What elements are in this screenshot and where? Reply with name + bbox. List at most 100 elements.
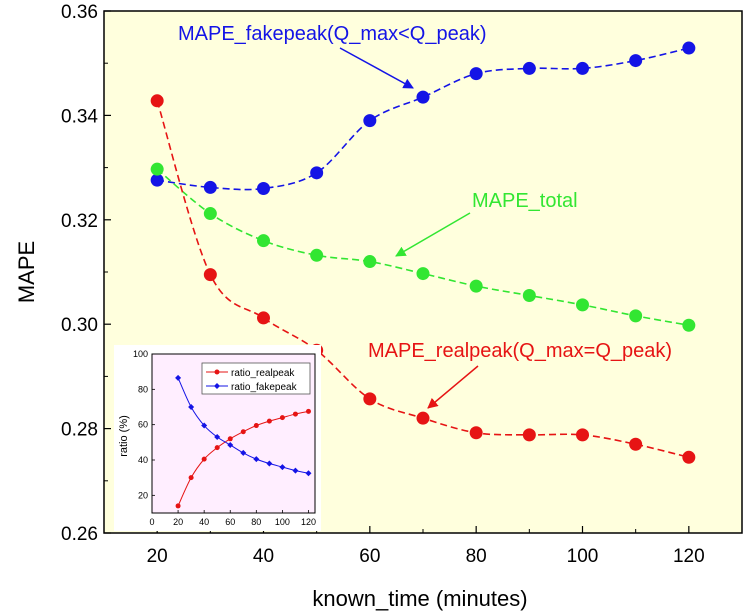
inset-point-ratio_fakepeak bbox=[279, 464, 286, 471]
data-point-realpeak bbox=[576, 428, 589, 442]
data-point-total bbox=[576, 298, 589, 312]
inset-point-ratio_fakepeak bbox=[253, 456, 260, 463]
inset-point-ratio_realpeak bbox=[279, 415, 285, 421]
main-y-axis-label: MAPE bbox=[14, 241, 39, 303]
inset-point-ratio_fakepeak bbox=[188, 404, 195, 410]
data-point-total bbox=[416, 267, 430, 281]
main-y-tick-label: 0.28 bbox=[61, 420, 98, 441]
data-point-total bbox=[469, 279, 483, 293]
data-point-total bbox=[257, 234, 270, 248]
annotation-realpeak-arrow bbox=[427, 365, 479, 409]
inset-point-ratio_realpeak bbox=[292, 411, 298, 417]
inset-point-ratio_realpeak bbox=[188, 475, 194, 481]
main-x-tick-label: 60 bbox=[359, 546, 380, 567]
data-point-fakepeak bbox=[257, 181, 270, 195]
data-point-total bbox=[522, 288, 536, 302]
inset-point-ratio_fakepeak bbox=[175, 374, 182, 381]
data-point-total bbox=[203, 207, 217, 221]
data-point-fakepeak bbox=[310, 166, 324, 180]
data-point-realpeak bbox=[363, 392, 377, 406]
data-point-fakepeak bbox=[363, 114, 377, 128]
inset-point-ratio_realpeak bbox=[175, 503, 181, 509]
data-point-realpeak bbox=[522, 428, 536, 442]
data-point-fakepeak bbox=[522, 61, 536, 75]
main-x-tick-label: 40 bbox=[253, 546, 274, 567]
inset-x-tick-label: 100 bbox=[275, 517, 290, 527]
data-point-realpeak bbox=[416, 411, 430, 425]
inset-point-ratio_fakepeak bbox=[201, 422, 208, 429]
inset-point-ratio_fakepeak bbox=[227, 441, 234, 448]
data-point-realpeak bbox=[682, 450, 696, 464]
inset-point-ratio_fakepeak bbox=[214, 434, 221, 441]
inset-x-tick-label: 80 bbox=[251, 517, 261, 527]
data-point-realpeak bbox=[629, 437, 643, 451]
inset-point-ratio_fakepeak bbox=[240, 449, 247, 456]
inset-x-tick-label: 60 bbox=[225, 517, 235, 527]
data-point-total bbox=[629, 309, 643, 323]
main-x-axis-label: known_time (minutes) bbox=[312, 586, 527, 611]
data-point-realpeak bbox=[469, 426, 483, 440]
inset-x-tick-label: 40 bbox=[199, 517, 209, 527]
main-y-tick-label: 0.34 bbox=[61, 106, 98, 127]
inset-legend-box bbox=[201, 362, 311, 395]
data-point-total bbox=[682, 318, 696, 332]
inset-series-group bbox=[175, 374, 312, 509]
inset-point-ratio_realpeak bbox=[266, 418, 272, 424]
annotation-realpeak: MAPE_realpeak(Q_max=Q_peak) bbox=[368, 340, 672, 362]
inset-point-ratio_realpeak bbox=[214, 445, 220, 451]
annotation-total-arrow bbox=[395, 212, 471, 257]
series-line-realpeak bbox=[156, 100, 690, 459]
inset-axes: 0 20 40 60 80 100 120 20 40 60 80 100 bbox=[133, 349, 316, 527]
annotation-fakepeak: MAPE_fakepeak(Q_max<Q_peak) bbox=[178, 23, 487, 45]
data-point-fakepeak bbox=[469, 67, 483, 81]
inset-y-tick-label: 100 bbox=[133, 349, 148, 359]
inset-y-axis-label: ratio (%) bbox=[118, 415, 130, 457]
annotation-fakepeak-arrow bbox=[339, 47, 414, 89]
main-x-tick-label: 120 bbox=[673, 546, 705, 567]
inset-x-tick-label: 120 bbox=[301, 517, 316, 527]
main-series-group bbox=[150, 41, 696, 464]
data-point-realpeak bbox=[257, 311, 270, 325]
main-y-tick-label: 0.32 bbox=[61, 211, 98, 232]
main-y-tick-label: 0.26 bbox=[61, 524, 98, 545]
data-point-total bbox=[363, 255, 377, 269]
inset-point-ratio_fakepeak bbox=[292, 467, 299, 474]
inset-point-ratio_realpeak bbox=[201, 456, 207, 462]
inset-y-tick-label: 20 bbox=[138, 490, 148, 500]
inset-legend: ratio_realpeak ratio_fakepeak bbox=[201, 362, 311, 395]
inset-point-ratio_realpeak bbox=[305, 408, 311, 414]
legend-fakepeak-marker bbox=[214, 383, 220, 389]
data-point-fakepeak bbox=[629, 54, 643, 68]
inset-point-ratio_realpeak bbox=[227, 436, 233, 442]
legend-fakepeak-label: ratio_fakepeak bbox=[231, 382, 298, 393]
legend-realpeak-marker bbox=[214, 369, 220, 375]
inset-x-tick-label: 0 bbox=[149, 517, 154, 527]
main-axes: 20 40 60 80 100 120 0.26 0.28 0.30 0.32 0.34 0.36 bbox=[61, 2, 705, 567]
main-y-tick-label: 0.30 bbox=[61, 315, 98, 336]
inset-y-tick-label: 60 bbox=[138, 420, 148, 430]
main-x-tick-label: 80 bbox=[466, 546, 487, 567]
main-y-tick-label: 0.36 bbox=[61, 2, 98, 23]
inset-y-tick-label: 40 bbox=[138, 455, 148, 465]
inset-y-tick-label: 80 bbox=[138, 384, 148, 394]
inset-x-tick-label: 20 bbox=[173, 517, 183, 527]
data-point-fakepeak bbox=[416, 90, 430, 104]
data-point-fakepeak bbox=[203, 180, 217, 194]
data-point-realpeak bbox=[203, 268, 217, 282]
data-point-realpeak bbox=[150, 94, 164, 108]
series-line-fakepeak bbox=[157, 47, 690, 191]
main-x-tick-label: 20 bbox=[147, 546, 168, 567]
data-point-total bbox=[310, 248, 324, 262]
inset-point-ratio_fakepeak bbox=[305, 470, 312, 477]
data-point-fakepeak bbox=[150, 173, 164, 187]
main-x-tick-label: 100 bbox=[567, 546, 599, 567]
data-point-total bbox=[150, 162, 164, 176]
legend-realpeak-label: ratio_realpeak bbox=[231, 368, 295, 379]
inset-point-ratio_realpeak bbox=[240, 429, 246, 435]
data-point-fakepeak bbox=[576, 61, 589, 75]
inset-point-ratio_realpeak bbox=[253, 423, 259, 429]
annotation-total: MAPE_total bbox=[472, 190, 578, 212]
data-point-fakepeak bbox=[682, 41, 696, 55]
